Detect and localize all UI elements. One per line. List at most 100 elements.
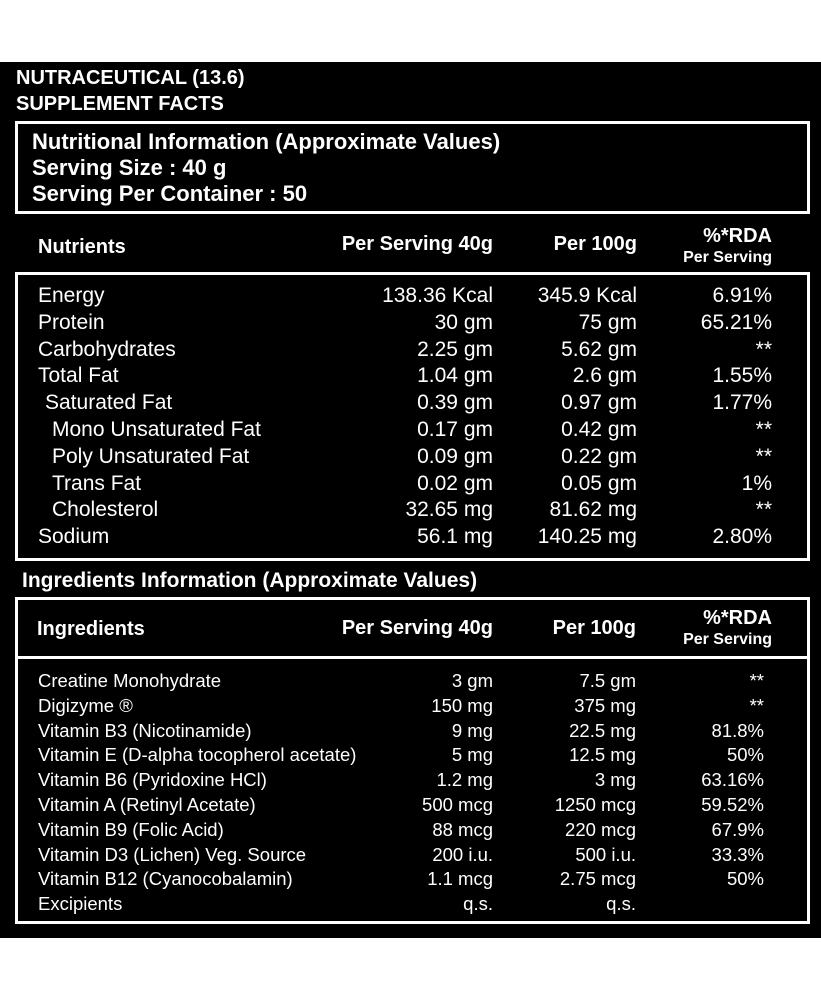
ingredients-column-header: Ingredients — [37, 618, 145, 640]
nutrient-per-100g: 345.9 Kcal — [537, 284, 637, 307]
nutrient-rda: 65.21% — [700, 310, 772, 334]
table-row: Mono Unsaturated Fat 0.17 gm 0.42 gm ** — [0, 417, 821, 444]
nutrient-name: Total Fat — [38, 364, 119, 388]
ingredient-per-100g: 2.75 mcg — [559, 868, 636, 890]
ingredient-per-serving: 1.2 mg — [436, 769, 493, 791]
supplement-facts-heading: SUPPLEMENT FACTS — [16, 93, 224, 115]
ingredient-per-100g: 3 mg — [594, 769, 636, 791]
nutrient-rda: ** — [755, 337, 772, 361]
ingredients-section-title: Ingredients Information (Approximate Val… — [22, 569, 478, 592]
serving-size: Serving Size : 40 g — [32, 155, 227, 180]
table-row: Cholesterol 32.65 mg 81.62 mg ** — [0, 497, 821, 524]
nutrition-info-box — [15, 121, 810, 214]
table-row: Creatine Monohydrate 3 gm 7.5 gm ** — [0, 669, 821, 694]
ingredient-per-serving: 88 mcg — [432, 818, 493, 840]
table-row: Digizyme ® 150 mg 375 mg ** — [0, 694, 821, 719]
table-row: Excipients q.s. q.s. — [0, 892, 821, 917]
nutrient-per-serving: 2.25 gm — [417, 337, 493, 361]
ingredient-per-100g: 500 i.u. — [575, 843, 636, 865]
ingredient-per-100g: 22.5 mg — [569, 719, 636, 741]
ingredient-rda: 81.8% — [711, 719, 764, 741]
ingredient-rda: ** — [749, 694, 764, 716]
table-row: Vitamin B12 (Cyanocobalamin) 1.1 mcg 2.7… — [0, 867, 821, 892]
ingredient-per-100g: 375 mg — [574, 694, 636, 716]
nutrient-name: Sodium — [38, 525, 110, 549]
table-row: Vitamin D3 (Lichen) Veg. Source 200 i.u.… — [0, 843, 821, 868]
nutrient-per-serving: 32.65 mg — [405, 498, 493, 522]
per-100g-column-header: Per 100g — [553, 233, 637, 255]
ingredient-per-100g: 1250 mcg — [554, 794, 636, 815]
nutrient-per-serving: 56.1 mg — [417, 525, 493, 549]
table-row: Protein 30 gm 75 gm 65.21% — [0, 310, 821, 337]
table-row: Saturated Fat 0.39 gm 0.97 gm 1.77% — [0, 390, 821, 417]
ingredient-per-serving: 9 mg — [451, 719, 493, 741]
table-row: Vitamin A (Retinyl Acetate) 500 mcg 1250… — [0, 793, 821, 818]
ingredient-rda: 33.3% — [711, 843, 764, 865]
nutrient-rda: ** — [755, 498, 772, 522]
ingredient-name: Digizyme ® — [38, 694, 133, 716]
table-row: Vitamin B9 (Folic Acid) 88 mcg 220 mcg 6… — [0, 818, 821, 843]
ingredient-name: Vitamin B3 (Nicotinamide) — [38, 719, 252, 741]
nutrient-name: Trans Fat — [52, 471, 142, 495]
ingredient-rda: 59.52% — [701, 794, 764, 815]
ingredients-table — [15, 656, 810, 924]
nutrient-per-serving: 0.02 gm — [417, 471, 493, 495]
ingredient-per-100g: 12.5 mg — [569, 744, 636, 766]
ingredient-rda: 50% — [726, 744, 764, 766]
nutrients-rows: Energy 138.36 Kcal 345.9 Kcal 6.91% Prot… — [0, 283, 821, 553]
table-row: Trans Fat 0.02 gm 0.05 gm 1% — [0, 471, 821, 498]
table-row: Vitamin E (D-alpha tocopherol acetate) 5… — [0, 743, 821, 768]
nutrient-per-100g: 2.6 gm — [572, 364, 637, 388]
table-row: Vitamin B6 (Pyridoxine HCl) 1.2 mg 3 mg … — [0, 768, 821, 793]
ingredient-name: Vitamin A (Retinyl Acetate) — [38, 794, 256, 815]
ingredient-per-serving: q.s. — [463, 893, 493, 915]
ingredient-name: Creatine Monohydrate — [38, 670, 222, 691]
nutrient-per-serving: 1.04 gm — [417, 364, 493, 388]
nutrient-name: Poly Unsaturated Fat — [52, 444, 250, 468]
ingredient-per-100g: 7.5 gm — [579, 670, 636, 691]
ingredients-per-serving-header: Per Serving 40g — [341, 617, 493, 639]
ingredients-rda-subheader: Per Serving — [683, 631, 772, 648]
nutrients-column-header: Nutrients — [38, 236, 126, 258]
ingredient-rda: 63.16% — [701, 769, 764, 791]
servings-per-container: Serving Per Container : 50 — [32, 181, 308, 206]
nutrient-rda: 6.91% — [712, 284, 772, 307]
nutrient-rda: ** — [755, 418, 772, 441]
ingredient-name: Vitamin D3 (Lichen) Veg. Source — [38, 843, 307, 865]
ingredient-name: Vitamin B9 (Folic Acid) — [38, 818, 224, 840]
ingredient-per-serving: 500 mcg — [422, 794, 493, 815]
nutrient-per-100g: 140.25 mg — [537, 525, 637, 549]
rda-column-header: %*RDA — [703, 225, 772, 247]
nutrient-per-100g: 5.62 gm — [561, 337, 637, 361]
ingredient-rda: 67.9% — [711, 818, 764, 840]
ingredient-name: Vitamin B12 (Cyanocobalamin) — [38, 868, 293, 890]
ingredient-per-serving: 3 gm — [451, 670, 493, 691]
ingredient-per-100g: 220 mcg — [565, 818, 636, 840]
nutrient-per-serving: 0.17 gm — [417, 418, 493, 441]
nutrient-per-100g: 0.42 gm — [561, 418, 637, 441]
supplement-facts-panel: NUTRACEUTICAL (13.6) SUPPLEMENT FACTS Nu… — [0, 62, 821, 938]
product-title: NUTRACEUTICAL (13.6) — [16, 67, 245, 89]
ingredient-rda: 50% — [726, 868, 764, 890]
ingredient-per-serving: 200 i.u. — [432, 843, 493, 865]
nutrient-rda: 1.55% — [712, 364, 772, 388]
nutrient-name: Mono Unsaturated Fat — [52, 418, 261, 441]
nutrient-per-100g: 0.05 gm — [561, 471, 637, 495]
nutrient-name: Saturated Fat — [45, 391, 173, 415]
nutrient-per-100g: 81.62 mg — [549, 498, 637, 522]
per-serving-column-header: Per Serving 40g — [341, 233, 493, 255]
nutrient-per-100g: 0.22 gm — [561, 444, 637, 468]
nutrients-table — [15, 272, 810, 561]
ingredient-name: Vitamin E (D-alpha tocopherol acetate) — [38, 744, 357, 766]
nutrient-rda: 1% — [741, 471, 772, 495]
table-row: Poly Unsaturated Fat 0.09 gm 0.22 gm ** — [0, 444, 821, 471]
nutrient-name: Cholesterol — [52, 498, 159, 522]
table-row: Sodium 56.1 mg 140.25 mg 2.80% — [0, 524, 821, 551]
ingredient-per-100g: q.s. — [606, 893, 636, 915]
nutrient-name: Carbohydrates — [38, 337, 176, 361]
rda-column-subheader: Per Serving — [683, 249, 772, 266]
ingredient-name: Vitamin B6 (Pyridoxine HCl) — [38, 769, 267, 791]
nutrient-name: Protein — [38, 310, 105, 334]
nutrient-per-100g: 75 gm — [578, 310, 637, 334]
table-row: Carbohydrates 2.25 gm 5.62 gm ** — [0, 337, 821, 364]
